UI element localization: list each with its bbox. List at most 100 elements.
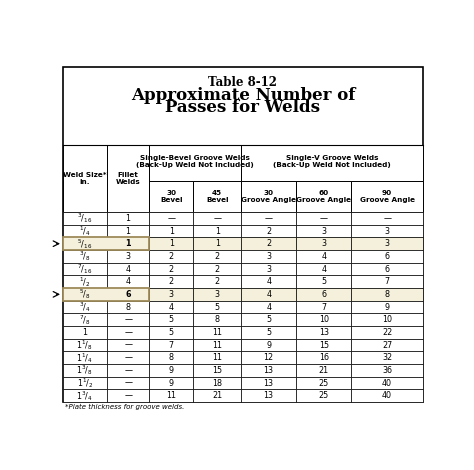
Bar — [351, 288, 423, 301]
Text: 11: 11 — [212, 341, 222, 350]
Text: 3: 3 — [126, 252, 131, 261]
Text: —: — — [320, 214, 328, 223]
Bar — [193, 237, 241, 250]
Text: 5: 5 — [215, 303, 220, 312]
Bar — [351, 326, 423, 339]
Bar — [63, 225, 107, 237]
Bar — [193, 212, 241, 225]
Bar — [193, 352, 241, 364]
Bar — [193, 288, 241, 301]
Text: $^{5}/_{16}$: $^{5}/_{16}$ — [77, 237, 92, 251]
Text: 21: 21 — [212, 391, 222, 400]
Bar — [149, 352, 193, 364]
Text: 4: 4 — [169, 303, 174, 312]
Text: 25: 25 — [319, 391, 329, 400]
Text: Approximate Number of: Approximate Number of — [131, 87, 355, 104]
Text: $1^{3}/_{4}$: $1^{3}/_{4}$ — [76, 389, 93, 403]
Text: $^{3}/_{16}$: $^{3}/_{16}$ — [77, 212, 92, 225]
Bar — [193, 364, 241, 376]
Bar — [296, 352, 351, 364]
Text: 6: 6 — [126, 290, 131, 299]
Bar — [351, 275, 423, 288]
Bar — [241, 181, 296, 212]
Bar — [296, 376, 351, 389]
Bar — [107, 145, 149, 212]
Text: 90
Groove Angle: 90 Groove Angle — [360, 190, 415, 203]
Text: 3: 3 — [266, 252, 271, 261]
Bar — [296, 288, 351, 301]
Text: —: — — [264, 214, 273, 223]
Text: 1: 1 — [126, 214, 131, 223]
Text: 9: 9 — [169, 366, 174, 375]
Text: 5: 5 — [266, 328, 271, 337]
Text: 7: 7 — [321, 303, 326, 312]
Bar — [296, 275, 351, 288]
Bar — [107, 225, 149, 237]
Bar — [351, 376, 423, 389]
Text: 13: 13 — [264, 378, 273, 387]
Text: 36: 36 — [382, 366, 392, 375]
Text: —: — — [167, 214, 175, 223]
Text: 18: 18 — [212, 378, 222, 387]
Text: 3: 3 — [384, 239, 390, 248]
Text: 3: 3 — [321, 239, 326, 248]
Text: 1: 1 — [169, 239, 174, 248]
Bar — [193, 275, 241, 288]
Text: —: — — [124, 315, 132, 324]
Text: Single-Bevel Groove Welds
(Back-Up Weld Not Included): Single-Bevel Groove Welds (Back-Up Weld … — [137, 155, 254, 168]
Bar — [63, 275, 107, 288]
Bar — [149, 339, 193, 352]
Text: $^{1}/_{4}$: $^{1}/_{4}$ — [79, 224, 91, 238]
Text: $^{7}/_{8}$: $^{7}/_{8}$ — [79, 313, 91, 327]
Text: 2: 2 — [169, 252, 174, 261]
Text: 6: 6 — [321, 290, 326, 299]
Text: Passes for Welds: Passes for Welds — [165, 99, 320, 116]
Bar — [63, 301, 107, 313]
Bar — [241, 301, 296, 313]
Bar — [63, 376, 107, 389]
Bar — [241, 376, 296, 389]
Bar — [241, 313, 296, 326]
Text: 12: 12 — [264, 353, 273, 362]
Bar — [241, 263, 296, 275]
Bar — [63, 237, 149, 250]
Text: 45
Bevel: 45 Bevel — [206, 190, 228, 203]
Text: 15: 15 — [319, 341, 329, 350]
Bar — [63, 212, 107, 225]
Text: 3: 3 — [266, 265, 271, 274]
Text: $1^{1}/_{2}$: $1^{1}/_{2}$ — [77, 376, 93, 390]
Bar — [241, 225, 296, 237]
Text: 10: 10 — [382, 315, 392, 324]
Text: 2: 2 — [266, 227, 271, 235]
Text: 15: 15 — [212, 366, 222, 375]
Bar — [149, 376, 193, 389]
Text: 1: 1 — [82, 328, 88, 337]
Bar — [351, 263, 423, 275]
Text: $1^{1}/_{4}$: $1^{1}/_{4}$ — [76, 351, 93, 365]
Text: 8: 8 — [384, 290, 390, 299]
Text: 8: 8 — [215, 315, 220, 324]
Bar — [149, 301, 193, 313]
Bar — [241, 237, 296, 250]
Text: 4: 4 — [266, 290, 271, 299]
Text: —: — — [124, 328, 132, 337]
Bar — [241, 250, 296, 263]
Bar — [149, 313, 193, 326]
Text: 4: 4 — [126, 265, 131, 274]
Text: —: — — [124, 341, 132, 350]
Bar — [351, 301, 423, 313]
Bar — [63, 313, 107, 326]
Text: 11: 11 — [212, 328, 222, 337]
Text: 9: 9 — [169, 378, 174, 387]
Bar — [149, 250, 193, 263]
Text: —: — — [213, 214, 221, 223]
Bar — [149, 389, 193, 402]
Bar — [193, 301, 241, 313]
Bar — [241, 364, 296, 376]
Text: 5: 5 — [169, 328, 174, 337]
Text: —: — — [124, 353, 132, 362]
Text: 4: 4 — [321, 265, 326, 274]
Text: 11: 11 — [212, 353, 222, 362]
Text: 6: 6 — [384, 252, 390, 261]
Bar — [296, 263, 351, 275]
